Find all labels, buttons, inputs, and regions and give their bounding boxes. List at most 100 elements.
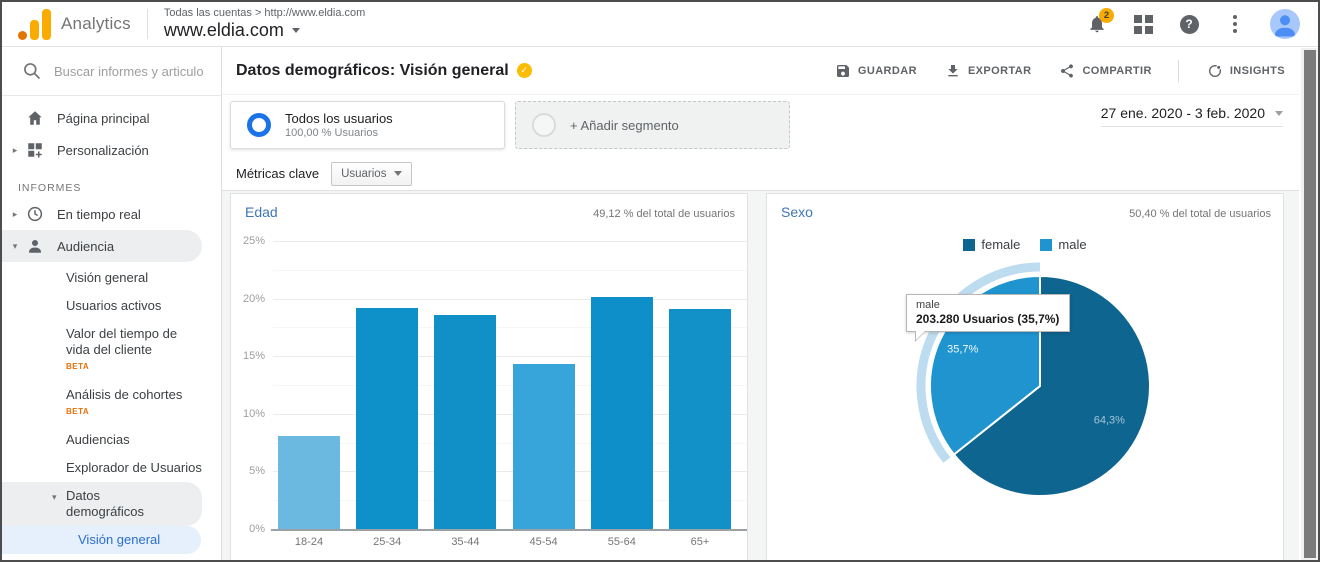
sidebar-item-vision-general[interactable]: Visión general (66, 270, 149, 285)
age-bar-18-24[interactable] (278, 435, 340, 529)
header-divider (146, 9, 148, 39)
property-name: www.eldia.com (163, 20, 284, 40)
beta-badge: BETA (66, 362, 90, 371)
property-selector[interactable]: www.eldia.com (164, 20, 365, 41)
gridline (273, 413, 747, 415)
gridline (273, 442, 747, 444)
y-tick-label: 20% (242, 292, 265, 305)
metric-dropdown[interactable]: Usuarios (331, 161, 413, 186)
gender-chart-card: Sexo 50,40 % del total de usuarios femal… (766, 193, 1284, 560)
insights-icon (1208, 64, 1222, 77)
gridline (273, 500, 747, 502)
x-tick-label: 45-54 (529, 536, 558, 548)
sidebar-item-analisis-cohortes[interactable]: Análisis de cohortes BETA (2, 381, 221, 426)
chevron-down-icon (1275, 110, 1283, 116)
sidebar-item-label: Personalización (57, 142, 149, 158)
notification-badge: 2 (1099, 8, 1114, 23)
legend-label: male (1058, 237, 1087, 252)
chevron-down-icon: ▾ (52, 492, 57, 502)
vertical-scrollbar (1301, 48, 1318, 560)
verified-check-icon: ✓ (516, 63, 532, 78)
pie-percent-label: 35,7% (947, 344, 978, 356)
pie-tooltip: male 203.280 Usuarios (35,7%) (906, 294, 1071, 342)
x-tick-label: 35-44 (451, 536, 480, 548)
share-button[interactable]: COMPARTIR (1059, 63, 1151, 79)
person-icon (1275, 15, 1295, 37)
y-tick-label: 5% (249, 465, 265, 478)
sidebar-item-realtime[interactable]: ▸ En tiempo real (2, 198, 221, 230)
gender-pie-chart: 64,3% 35,7% (767, 194, 1283, 560)
y-tick-label: 0% (249, 523, 265, 535)
y-tick-label: 10% (242, 407, 265, 420)
sidebar-item-personalization[interactable]: ▸ Personalización (2, 134, 221, 166)
legend-item-female: female (963, 237, 1020, 252)
gridline (273, 298, 747, 300)
gridline (273, 385, 747, 386)
chevron-right-icon: ▸ (12, 144, 18, 155)
more-options-button[interactable] (1224, 13, 1246, 35)
charts-region: Edad 49,12 % del total de usuarios 0% 5% 1… (222, 190, 1299, 560)
legend-item-male: male (1040, 237, 1087, 252)
segment-subtitle: 100,00 % Usuarios (285, 127, 378, 139)
sidebar-item-demographics-overview-active[interactable]: Visión general (2, 526, 201, 554)
sidebar-item-label: Audiencia (57, 238, 115, 254)
segment-all-users[interactable]: Todos los usuarios 100,00 % Usuarios (230, 101, 505, 149)
search-input[interactable] (54, 63, 204, 79)
pie-percent-label: 64,3% (1094, 414, 1125, 426)
segment-ring-icon (247, 113, 271, 137)
sidebar-item-audiencias[interactable]: Audiencias (66, 432, 130, 447)
key-metrics-row: Métricas clave Usuarios (222, 157, 1299, 190)
export-button[interactable]: EXPORTAR (945, 63, 1032, 79)
clock-icon (27, 206, 43, 222)
chevron-down-icon (394, 171, 403, 176)
insights-button[interactable]: INSIGHTS (1207, 63, 1285, 79)
legend-swatch (963, 238, 976, 251)
sidebar-item-label: En tiempo real (57, 206, 141, 222)
sidebar-section-informes: INFORMES (18, 182, 82, 194)
report-toolbar: Datos demográficos: Visión general ✓ GUA… (222, 47, 1299, 95)
age-bar-35-44[interactable] (434, 314, 497, 529)
audience-sub-list: Visión general Usuarios activos Valor de… (2, 264, 221, 560)
legend-swatch (1040, 238, 1053, 251)
gender-chart-title[interactable]: Sexo (781, 204, 813, 220)
age-bar-25-34[interactable] (356, 307, 419, 529)
gridline (273, 356, 747, 358)
scrollbar-thumb[interactable] (1304, 50, 1316, 558)
pie-slice-female[interactable] (952, 274, 1151, 497)
add-segment-button[interactable]: + Añadir segmento (515, 101, 790, 149)
sidebar-item-datos-demograficos[interactable]: ▾ Datos demográficos (2, 482, 202, 526)
customization-icon (28, 143, 42, 158)
apps-button[interactable] (1132, 13, 1154, 35)
save-button[interactable]: GUARDAR (835, 63, 917, 79)
age-bar-55-64[interactable] (590, 297, 653, 529)
key-metrics-label: Métricas clave (236, 166, 320, 181)
user-avatar[interactable] (1270, 9, 1300, 39)
sidebar-item-edad[interactable]: Edad (2, 554, 221, 560)
sidebar-item-explorador-usuarios[interactable]: Explorador de Usuarios (66, 460, 202, 475)
search-icon (24, 63, 41, 80)
metric-dropdown-value: Usuarios (341, 167, 387, 180)
sidebar-item-audience[interactable]: ▾ Audiencia (2, 230, 202, 262)
date-range-selector[interactable]: 27 ene. 2020 - 3 feb. 2020 (1100, 105, 1283, 127)
gender-chart-subtitle: 50,40 % del total de usuarios (1129, 208, 1271, 220)
age-bar-45-54[interactable] (512, 364, 575, 529)
sidebar: Página principal ▸ Personalización INFOR… (2, 47, 222, 560)
y-tick-label: 25% (242, 235, 265, 247)
analytics-logo-icon (18, 8, 51, 40)
sidebar-search[interactable] (2, 47, 221, 96)
sidebar-item-usuarios-activos[interactable]: Usuarios activos (66, 298, 162, 313)
gridline (273, 471, 747, 473)
person-icon (29, 240, 41, 253)
help-button[interactable]: ? (1178, 13, 1200, 35)
notifications-button[interactable]: 2 (1086, 8, 1114, 35)
age-chart-title[interactable]: Edad (245, 204, 278, 220)
sidebar-item-home[interactable]: Página principal (2, 102, 221, 134)
sidebar-item-valor-tiempo-vida[interactable]: Valor del tiempo de vida del cliente BET… (2, 320, 221, 381)
save-icon (836, 64, 849, 77)
pie-legend: female male (767, 237, 1283, 252)
x-tick-label: 65+ (690, 536, 710, 548)
toolbar-separator (1177, 59, 1179, 82)
age-bar-65+[interactable] (669, 309, 731, 529)
x-tick-label: 18-24 (294, 536, 324, 548)
